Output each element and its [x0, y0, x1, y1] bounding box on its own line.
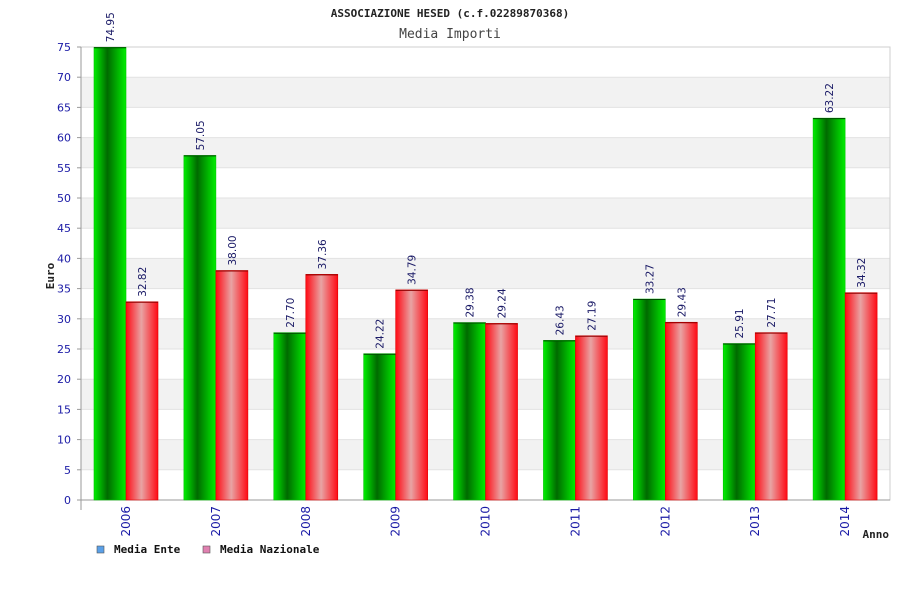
x-tick-label: 2008 [299, 506, 313, 537]
x-tick-label: 2013 [748, 506, 762, 537]
bar-media-ente-2011 [543, 340, 576, 501]
data-label: 37.36 [317, 239, 329, 269]
legend-swatch-media-nazionale [202, 545, 211, 554]
x-axis-title: Anno [863, 528, 890, 541]
legend-label-media-ente: Media Ente [114, 543, 181, 556]
bar-media-ente-2007 [183, 155, 217, 501]
y-tick-label: 75 [57, 41, 71, 54]
x-axis-ticks: 2006 2007 2008 2009 2010 2011 2012 2013 2014 [119, 506, 852, 537]
bar-media-nazionale-2008 [305, 274, 339, 501]
y-tick-label: 15 [57, 403, 71, 416]
data-label: 29.43 [676, 287, 688, 317]
y-tick-label: 30 [57, 313, 71, 326]
y-tick-label: 55 [57, 162, 71, 175]
x-tick-label: 2012 [658, 506, 672, 537]
data-label: 24.22 [375, 319, 387, 349]
bar-media-ente-2008 [273, 332, 307, 501]
bar-media-nazionale-2013 [754, 332, 788, 501]
data-label: 63.22 [824, 83, 836, 113]
y-tick-label: 50 [57, 192, 71, 205]
bar-media-nazionale-2007 [215, 270, 249, 501]
y-tick-label: 35 [57, 283, 71, 296]
y-tick-label: 25 [57, 343, 71, 356]
data-label: 27.71 [766, 298, 778, 328]
bar-media-ente-2014 [812, 117, 846, 501]
data-label: 33.27 [644, 264, 656, 294]
data-label: 29.24 [497, 288, 509, 318]
grid-band [81, 77, 890, 108]
bar-media-nazionale-2010 [485, 323, 518, 501]
data-label: 27.19 [586, 301, 598, 331]
data-label: 27.70 [285, 298, 297, 328]
y-tick-label: 20 [57, 373, 71, 386]
x-tick-label: 2011 [568, 506, 582, 537]
data-label: 26.43 [554, 305, 566, 335]
data-label: 57.05 [195, 120, 207, 150]
legend-label-media-nazionale: Media Nazionale [220, 543, 320, 556]
bar-media-nazionale-2006 [125, 301, 159, 501]
x-tick-label: 2007 [209, 506, 223, 537]
x-tick-label: 2010 [479, 506, 493, 537]
chart-subtitle: Media Importi [399, 27, 501, 42]
bar-media-nazionale-2009 [395, 289, 428, 501]
y-tick-label: 45 [57, 222, 71, 235]
chart-title: ASSOCIAZIONE HESED (c.f.02289870368) [331, 7, 569, 20]
bar-media-ente-2009 [363, 353, 396, 501]
bar-media-nazionale-2011 [575, 335, 608, 501]
y-tick-label: 10 [57, 434, 71, 447]
y-tick-label: 70 [57, 71, 71, 84]
bar-media-nazionale-2014 [844, 292, 878, 501]
data-label: 25.91 [734, 308, 746, 338]
data-label: 38.00 [227, 235, 239, 265]
bar-media-ente-2006 [93, 47, 127, 501]
y-tick-label: 60 [57, 132, 71, 145]
data-label: 34.79 [407, 255, 419, 285]
data-label: 32.82 [137, 267, 149, 297]
y-axis-ticks: 0 5 10 15 20 25 30 35 40 45 50 55 60 65 70 75 [57, 41, 81, 507]
y-tick-label: 5 [64, 464, 71, 477]
data-label: 74.95 [105, 12, 117, 42]
bar-media-ente-2013 [722, 343, 756, 501]
x-tick-label: 2009 [389, 506, 403, 537]
x-tick-label: 2014 [838, 506, 852, 537]
bar-media-ente-2010 [453, 322, 486, 501]
bar-media-nazionale-2012 [665, 321, 698, 501]
data-label: 29.38 [465, 287, 477, 317]
y-tick-label: 40 [57, 252, 71, 265]
y-axis-title: Euro [44, 262, 57, 289]
legend-swatch-media-ente [96, 545, 105, 554]
legend: Media Ente Media Nazionale [96, 543, 320, 556]
y-tick-label: 0 [64, 494, 71, 507]
y-tick-label: 65 [57, 101, 71, 114]
x-tick-label: 2006 [119, 506, 133, 537]
bars: 74.95 32.82 57.05 38.00 27.70 37.36 24.22 34.79… [93, 12, 878, 501]
data-label: 34.32 [856, 258, 868, 288]
bar-media-ente-2012 [633, 298, 666, 501]
